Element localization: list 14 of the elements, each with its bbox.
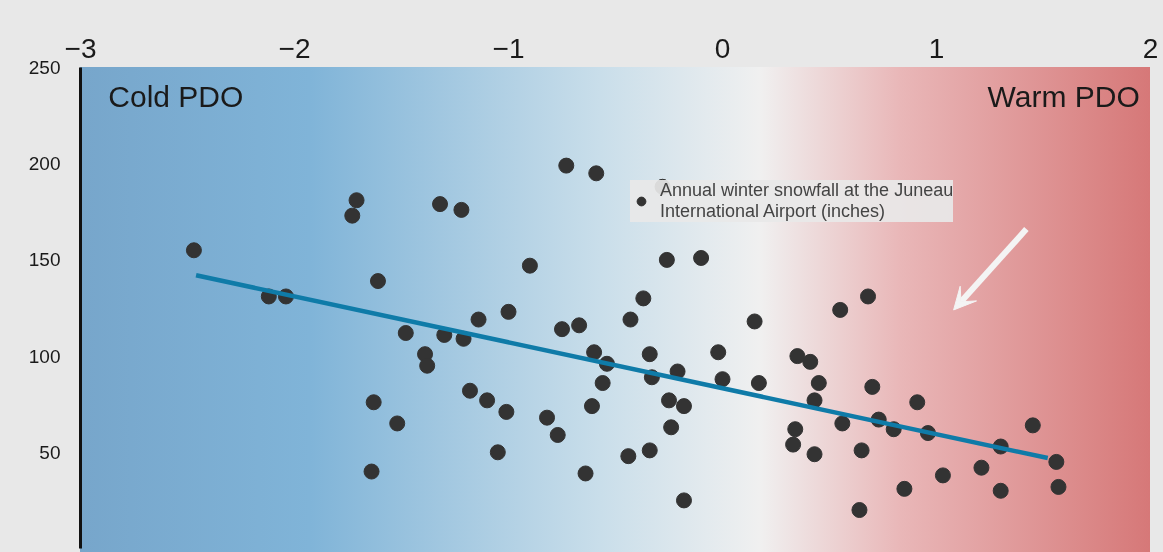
x-tick-label: −3 [64, 32, 97, 64]
legend-label: Annual winter snowfall at the Juneau International Airport (inches) [660, 180, 954, 222]
y-tick-label: 100 [28, 345, 61, 367]
y-tick-label: 200 [28, 153, 61, 175]
x-tick-label: 2 [1142, 32, 1159, 64]
x-tick-label: −2 [278, 32, 311, 64]
y-tick-label: 150 [28, 249, 61, 271]
y-tick-label: 250 [28, 57, 61, 78]
x-tick-label: 1 [928, 32, 945, 64]
y-tick-label: 50 [39, 441, 61, 463]
x-tick-label: 0 [714, 32, 731, 64]
x-tick-label: −1 [492, 32, 525, 64]
annotation: Cold PDO [108, 79, 244, 113]
annotation: Warm PDO [987, 79, 1140, 113]
